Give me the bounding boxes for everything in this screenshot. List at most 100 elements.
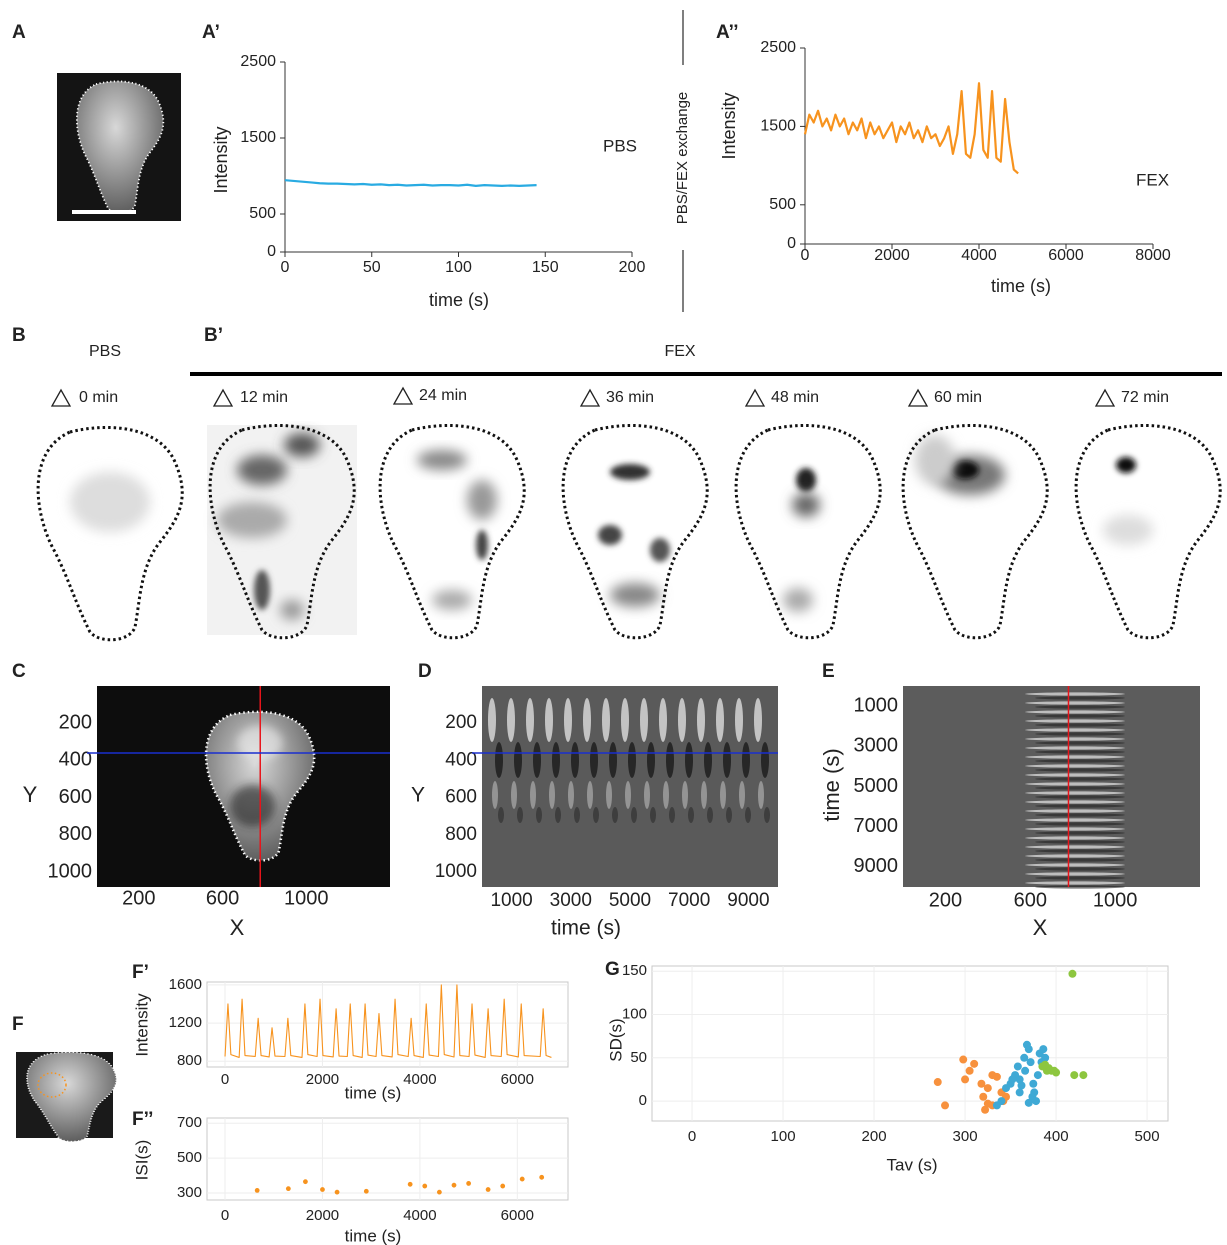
- texture: [545, 698, 553, 742]
- panel-label: B: [12, 325, 26, 346]
- data-point: [500, 1184, 505, 1189]
- texture: [1035, 696, 1125, 699]
- panel-label: F’: [132, 962, 149, 983]
- data-line: [225, 985, 551, 1058]
- y-axis-label: SD(s): [606, 1018, 625, 1061]
- texture: [1025, 773, 1125, 776]
- texture: [609, 742, 617, 778]
- micrograph-a: [57, 73, 181, 221]
- panel-label: F’’: [132, 1109, 153, 1130]
- x-tick-label: 1000: [284, 887, 329, 909]
- timepoint-label: 36 min: [606, 389, 654, 406]
- x-tick-label: 400: [1044, 1128, 1069, 1145]
- y-axis-label: Y: [23, 782, 38, 807]
- texture: [514, 742, 522, 778]
- timepoint-label: 12 min: [240, 389, 288, 406]
- texture: [549, 781, 555, 809]
- timepoints: 0 min 12 min 24 min 36 min 48 min 60 min…: [52, 387, 1169, 406]
- data-point: [422, 1184, 427, 1189]
- x-tick-label: 600: [206, 887, 239, 909]
- texture: [1025, 818, 1125, 821]
- y-axis-label: Y: [411, 784, 425, 807]
- y-tick-label: 1200: [169, 1014, 202, 1031]
- y-tick-label: 2500: [760, 39, 796, 56]
- x-tick-label: 1000: [490, 890, 532, 911]
- texture: [644, 781, 650, 809]
- panel-label: G: [605, 959, 620, 980]
- texture: [685, 742, 693, 778]
- legend-label: PBS: [603, 136, 637, 155]
- y-tick-label: 1500: [760, 118, 796, 135]
- texture: [1025, 836, 1125, 839]
- texture: [726, 807, 732, 823]
- texture: [764, 807, 770, 823]
- data-point: [984, 1084, 992, 1092]
- data-point: [1050, 1067, 1058, 1075]
- y-tick-label: 1000: [48, 860, 93, 882]
- panel-label: C: [12, 661, 26, 682]
- texture: [631, 807, 637, 823]
- texture: [1025, 845, 1125, 848]
- data-point: [959, 1056, 967, 1064]
- figure: A A’ A’’ B B’ C D E F F’ F’’ G PBS/FEX e…: [0, 0, 1227, 1245]
- texture: [1025, 791, 1125, 794]
- y-axis-label: Intensity: [719, 92, 739, 159]
- x-tick-label: 150: [532, 259, 559, 276]
- x-tick-label: 2000: [306, 1071, 339, 1088]
- texture: [647, 742, 655, 778]
- texture: [659, 698, 667, 742]
- texture: [697, 698, 705, 742]
- texture: [1035, 876, 1125, 879]
- texture: [498, 807, 504, 823]
- texture: [495, 742, 503, 778]
- x-tick-label: 100: [771, 1128, 796, 1145]
- data-point: [520, 1177, 525, 1182]
- texture: [1035, 813, 1125, 816]
- exchange-label: PBS/FEX exchange: [674, 92, 691, 225]
- texture: [1035, 723, 1125, 726]
- texture: [1035, 768, 1125, 771]
- texture: [1035, 849, 1125, 852]
- panel-label: A’: [202, 22, 220, 43]
- micrograph-f: [16, 1052, 116, 1141]
- texture: [754, 698, 762, 742]
- y-tick-label: 3000: [854, 735, 899, 757]
- y-tick-label: 300: [177, 1184, 202, 1201]
- data-point: [335, 1190, 340, 1195]
- x-tick-label: 300: [953, 1128, 978, 1145]
- y-tick-label: 0: [267, 243, 276, 260]
- texture: [1035, 759, 1125, 762]
- timepoint-label: 48 min: [771, 389, 819, 406]
- data-point: [1016, 1088, 1024, 1096]
- y-axis-label: ISI(s): [132, 1140, 151, 1181]
- texture: [1025, 863, 1125, 866]
- y-tick-label: 600: [59, 786, 92, 808]
- texture: [1025, 827, 1125, 830]
- y-tick-label: 700: [177, 1114, 202, 1131]
- texture: [1025, 755, 1125, 758]
- texture: [1025, 872, 1125, 875]
- data-point: [941, 1101, 949, 1109]
- texture: [1035, 840, 1125, 843]
- data-point: [1025, 1045, 1033, 1053]
- data-point: [1070, 1071, 1078, 1079]
- texture: [1025, 809, 1125, 812]
- texture: [590, 742, 598, 778]
- panel-label: D: [418, 661, 432, 682]
- y-axis-label: Intensity: [132, 993, 151, 1057]
- x-axis-label: X: [230, 915, 245, 940]
- texture: [678, 698, 686, 742]
- y-tick-label: 0: [639, 1092, 647, 1109]
- x-tick-label: 8000: [1135, 247, 1171, 264]
- texture: [682, 781, 688, 809]
- data-point: [1041, 1054, 1049, 1062]
- data-point: [486, 1187, 491, 1192]
- y-tick-label: 500: [249, 205, 276, 222]
- y-tick-label: 9000: [854, 855, 899, 877]
- data-point: [1034, 1071, 1042, 1079]
- texture: [663, 781, 669, 809]
- data-point: [1014, 1062, 1022, 1070]
- x-tick-label: 6000: [1048, 247, 1084, 264]
- data-point: [970, 1060, 978, 1068]
- x-axis-label: time (s): [991, 276, 1051, 296]
